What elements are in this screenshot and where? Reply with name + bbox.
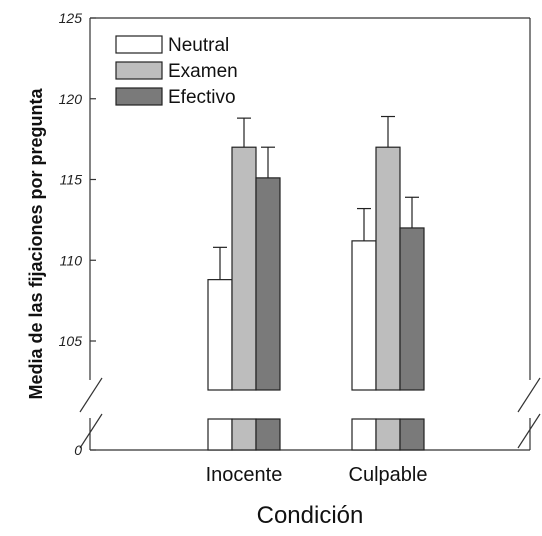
legend-label-efectivo: Efectivo [168,87,236,108]
bar-efectivo-inocente [255,177,281,391]
bar-stub-efectivo-culpable [399,418,425,451]
bar-stub-neutral-inocente [207,418,233,451]
legend-swatch-efectivo [115,87,163,106]
y-tick-label: 110 [60,252,83,268]
axis-break-left-1 [79,377,103,413]
legend-swatch-neutral [115,35,163,54]
bar-stub-examen-culpable [375,418,401,451]
y-axis-label: Media de las fijaciones por pregunta [26,87,46,399]
x-axis-label: Condición [257,502,364,529]
y-tick-label: 125 [59,10,83,26]
category-label: Culpable [349,464,428,486]
y-tick-label: 0 [74,442,82,458]
y-tick-label: 120 [59,91,83,107]
bar-stub-neutral-culpable [351,418,377,451]
y-tick-label: 105 [59,333,83,349]
axis-break-right-1 [517,377,541,413]
legend-swatch-examen [115,61,163,80]
bar-examen-inocente [231,146,257,391]
bar-neutral-culpable [351,240,377,391]
y-tick-label: 115 [60,172,83,188]
y-ticks: 125 120 115 110 105 0 [59,10,96,458]
bars: Inocente Culpable [206,115,428,486]
bar-stub-examen-inocente [231,418,257,451]
bar-efectivo-culpable [399,227,425,391]
legend-label-neutral: Neutral [168,35,229,56]
category-label: Inocente [206,464,283,486]
bar-neutral-inocente [207,279,233,391]
legend: Neutral Examen Efectivo [115,35,238,108]
axis-break-right-2 [517,413,541,449]
bar-stub-efectivo-inocente [255,418,281,451]
axis-break-left-2 [79,413,103,449]
legend-label-examen: Examen [168,61,238,82]
bar-examen-culpable [375,146,401,391]
